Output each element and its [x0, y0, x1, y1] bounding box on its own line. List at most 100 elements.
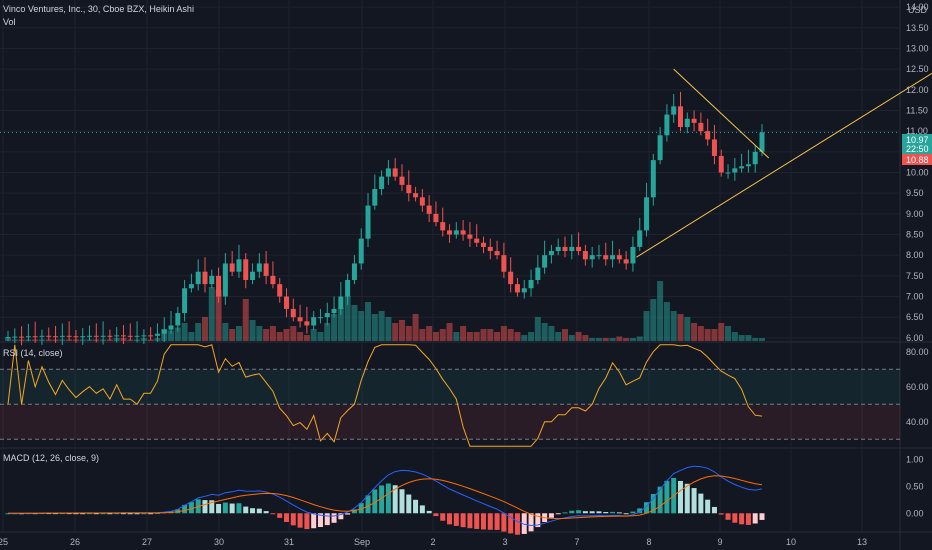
macd-histogram-bar — [366, 495, 371, 513]
candle-body — [196, 272, 201, 284]
candle-body — [746, 164, 751, 166]
candle-body — [664, 115, 669, 136]
macd-histogram-bar — [501, 513, 506, 531]
macd-histogram-bar — [257, 509, 262, 514]
volume-bar — [311, 329, 317, 341]
candle-body — [94, 336, 99, 337]
candle-body — [488, 247, 493, 251]
time-tick-label: 30 — [214, 537, 224, 547]
macd-histogram-bar — [569, 511, 574, 514]
volume-bar — [596, 338, 602, 341]
macd-histogram-bar — [440, 513, 445, 521]
candle-body — [12, 337, 17, 338]
candle-body — [33, 336, 38, 337]
candle-body — [304, 321, 309, 325]
macd-histogram-bar — [454, 513, 459, 526]
price-tick-label: 8.50 — [906, 230, 924, 240]
candle-body — [216, 276, 221, 297]
volume-bar — [406, 326, 412, 341]
volume-bar — [372, 314, 378, 341]
volume-bar — [494, 332, 500, 341]
countdown-label: 22:50 — [906, 144, 929, 154]
candle-body — [583, 251, 588, 259]
candle-body — [26, 336, 31, 337]
candle-body — [277, 284, 282, 296]
macd-histogram-bar — [304, 513, 309, 529]
candle-body — [101, 336, 106, 337]
candle-body — [576, 247, 581, 251]
macd-histogram-bar — [291, 513, 296, 525]
macd-histogram-bar — [230, 504, 235, 514]
candle-body — [563, 247, 568, 251]
volume-bar — [630, 338, 636, 341]
candle-body — [535, 268, 540, 280]
macd-histogram-bar — [406, 495, 411, 514]
candle-body — [141, 335, 146, 336]
macd-histogram-bar — [264, 511, 269, 513]
macd-histogram-bar — [753, 513, 758, 523]
time-tick-label: 9 — [717, 537, 722, 547]
price-tick-label: 7.00 — [906, 292, 924, 302]
volume-bar — [745, 335, 751, 341]
volume-bar — [718, 323, 724, 341]
volume-bar — [440, 329, 446, 341]
macd-histogram-bar — [617, 512, 622, 513]
macd-title: MACD (12, 26, close, 9) — [3, 453, 99, 463]
macd-histogram-bar — [223, 503, 228, 514]
candle-body — [372, 189, 377, 206]
volume-bar — [256, 326, 262, 341]
macd-histogram-bar — [270, 513, 275, 514]
volume-bar — [277, 332, 283, 341]
volume-bar — [209, 287, 215, 341]
macd-histogram-bar — [488, 513, 493, 530]
candle-body — [80, 336, 85, 337]
volume-bar — [385, 317, 391, 341]
volume-bar — [501, 326, 507, 341]
volume-bar — [331, 314, 337, 341]
volume-bar — [725, 326, 731, 341]
candle-body — [624, 259, 629, 263]
volume-bar — [474, 332, 480, 341]
macd-histogram-bar — [325, 513, 330, 525]
candle-body — [603, 255, 608, 259]
price-tick-label: 12.00 — [906, 85, 929, 95]
volume-bars — [5, 281, 765, 341]
macd-histogram-bar — [590, 511, 595, 513]
time-tick-label: 3 — [502, 537, 507, 547]
volume-bar — [711, 329, 717, 341]
candle-body — [692, 119, 697, 123]
price-tick-label: 12.50 — [906, 64, 929, 74]
time-tick-label: Sep — [354, 537, 370, 547]
time-tick-label: 27 — [142, 537, 152, 547]
macd-histogram-bar — [277, 513, 282, 518]
rsi-tick-label: 40.00 — [906, 417, 929, 427]
candle-body — [270, 276, 275, 284]
time-tick-label: 25 — [0, 537, 8, 547]
candle-body — [243, 259, 248, 280]
candle-body — [406, 185, 411, 193]
volume-bar — [732, 332, 738, 341]
candle-body — [379, 177, 384, 189]
macd-histogram-bar — [236, 503, 241, 513]
candle-body — [359, 239, 364, 264]
candle-body — [264, 263, 269, 275]
macd-histogram-bar — [556, 513, 561, 514]
price-tick-label: 9.50 — [906, 188, 924, 198]
time-tick-label: 7 — [574, 537, 579, 547]
volume-bar — [752, 338, 758, 341]
candle-body — [556, 247, 561, 251]
macd-histogram-bar — [664, 481, 669, 513]
macd-histogram-bar — [345, 513, 350, 514]
volume-bar — [297, 332, 303, 341]
rsi-title: RSI (14, close) — [3, 348, 63, 358]
candle-body — [386, 168, 391, 176]
candle-body — [182, 288, 187, 313]
volume-bar — [603, 338, 609, 341]
volume-bar — [236, 326, 242, 341]
volume-bar — [514, 332, 520, 341]
time-tick-label: 8 — [646, 537, 651, 547]
candle-body — [311, 317, 316, 325]
candle-body — [685, 119, 690, 127]
macd-histogram-bar — [760, 513, 765, 520]
macd-histogram-bar — [712, 507, 717, 513]
